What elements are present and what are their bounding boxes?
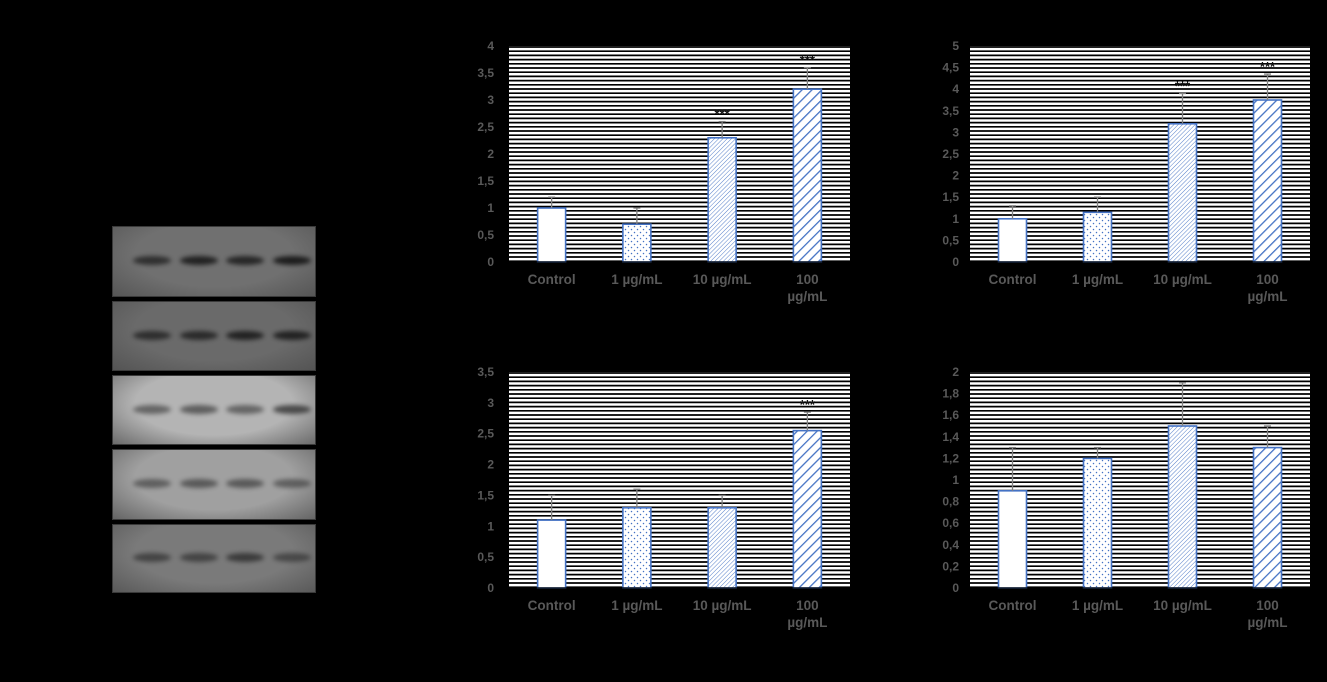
x-category-label: 10 µg/mL <box>1153 272 1212 287</box>
y-tick-label: 1,2 <box>942 451 959 465</box>
blot-band <box>180 255 218 265</box>
significance-marker: *** <box>1260 59 1276 74</box>
y-tick-label: 2,5 <box>477 427 494 441</box>
bar <box>1167 425 1198 589</box>
blot-band <box>180 404 218 414</box>
blot-band <box>273 404 311 414</box>
x-category-label: Control <box>989 272 1037 287</box>
y-tick-label: 4,5 <box>942 61 959 75</box>
y-tick-label: 2,5 <box>477 120 494 134</box>
y-tick-label: 0,4 <box>942 538 959 552</box>
y-tick-label: 3,5 <box>477 66 494 80</box>
y-tick-label: 1 <box>487 519 494 533</box>
blot-band <box>133 404 171 414</box>
x-category-label: 1 µg/mL <box>611 272 662 287</box>
y-tick-label: 0,5 <box>942 233 959 247</box>
bar <box>536 519 567 589</box>
y-tick-label: 1,8 <box>942 387 959 401</box>
y-tick-label: 0 <box>487 581 494 595</box>
x-category-label: Control <box>528 272 576 287</box>
y-tick-label: 2 <box>487 147 494 161</box>
y-tick-label: 0,6 <box>942 516 959 530</box>
bar <box>622 223 652 263</box>
x-category-label: 100 µg/mL <box>787 598 827 630</box>
y-tick-label: 3,5 <box>942 104 959 118</box>
blot-band <box>226 478 264 488</box>
y-tick-label: 0,5 <box>477 550 494 564</box>
blot-panel <box>112 524 316 593</box>
bar <box>792 429 823 589</box>
blot-band <box>180 553 218 563</box>
y-tick-label: 3 <box>952 125 959 139</box>
y-tick-label: 0,5 <box>477 228 494 242</box>
blot-band <box>273 330 311 340</box>
significance-marker: *** <box>715 107 731 122</box>
blot-band <box>226 330 264 340</box>
blot-panel <box>112 226 316 297</box>
y-tick-label: 2 <box>487 458 494 472</box>
y-tick-label: 0 <box>952 581 959 595</box>
y-tick-label: 2 <box>952 169 959 183</box>
significance-marker: *** <box>800 53 816 68</box>
x-category-label: 10 µg/mL <box>1153 598 1212 613</box>
x-category-label: 1 µg/mL <box>611 598 662 613</box>
y-tick-label: 2,5 <box>942 147 959 161</box>
blot-panel <box>112 375 316 445</box>
blot-band <box>180 330 218 340</box>
bar <box>1252 446 1283 589</box>
bar <box>1082 211 1113 263</box>
y-tick-label: 3 <box>487 396 494 410</box>
y-tick-label: 0,2 <box>942 559 959 573</box>
blot-band <box>273 478 311 488</box>
blot-panel <box>112 301 316 371</box>
y-tick-label: 4 <box>952 82 959 96</box>
x-category-label: 1 µg/mL <box>1072 598 1123 613</box>
y-tick-label: 4 <box>487 39 494 53</box>
blot-band <box>226 255 264 265</box>
blot-band <box>180 478 218 488</box>
x-category-label: 1 µg/mL <box>1072 272 1123 287</box>
x-category-label: 10 µg/mL <box>693 598 752 613</box>
significance-marker: *** <box>800 397 816 412</box>
y-tick-label: 1,5 <box>477 174 494 188</box>
y-tick-label: 0 <box>487 255 494 269</box>
blot-band <box>273 553 311 563</box>
y-tick-label: 5 <box>952 39 959 53</box>
x-category-label: 100 µg/mL <box>1247 598 1287 630</box>
y-tick-label: 1 <box>952 473 959 487</box>
bar <box>1082 457 1113 589</box>
y-tick-label: 2 <box>952 365 959 379</box>
x-category-label: Control <box>528 598 576 613</box>
y-tick-label: 3,5 <box>477 365 494 379</box>
x-category-label: 100 µg/mL <box>787 272 827 304</box>
y-tick-label: 1,6 <box>942 408 959 422</box>
y-tick-label: 1 <box>487 201 494 215</box>
y-tick-label: 1 <box>952 212 959 226</box>
blot-band <box>226 404 264 414</box>
y-tick-label: 1,4 <box>942 430 959 444</box>
y-tick-label: 0,8 <box>942 495 959 509</box>
y-tick-label: 0 <box>952 255 959 269</box>
bar <box>997 489 1028 589</box>
y-tick-label: 1,5 <box>942 190 959 204</box>
blot-band <box>273 255 311 265</box>
x-category-label: 10 µg/mL <box>693 272 752 287</box>
blot-panel <box>112 449 316 520</box>
significance-marker: *** <box>1175 79 1191 94</box>
blot-band <box>226 553 264 563</box>
y-tick-label: 1,5 <box>477 488 494 502</box>
blot-band <box>133 478 171 488</box>
blot-band <box>133 330 171 340</box>
blot-band <box>133 255 171 265</box>
blot-band <box>133 553 171 563</box>
y-tick-label: 3 <box>487 93 494 107</box>
x-category-label: Control <box>989 598 1037 613</box>
x-category-label: 100 µg/mL <box>1247 272 1287 304</box>
